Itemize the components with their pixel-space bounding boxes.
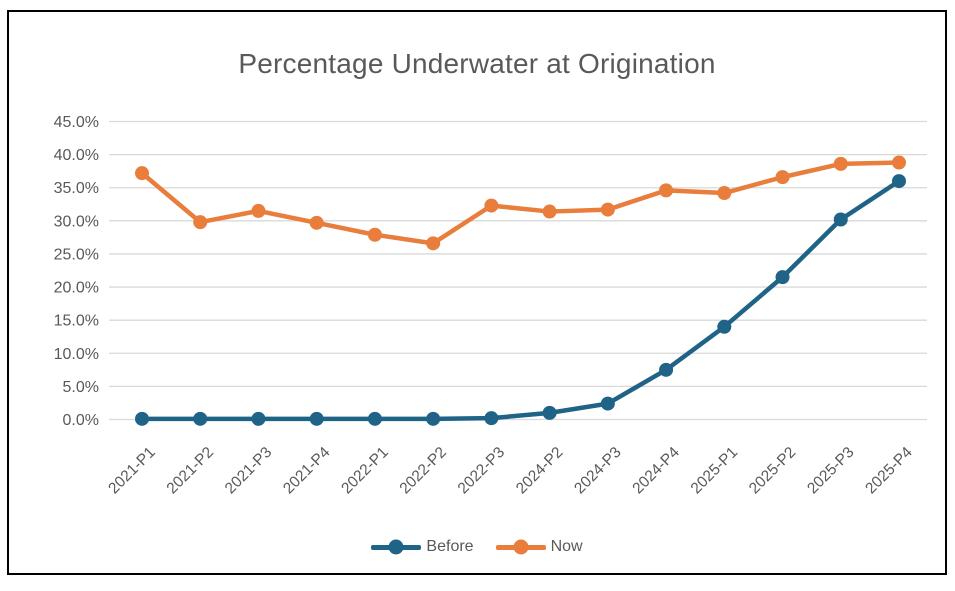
legend-label-before: Before: [426, 538, 474, 555]
data-point-now: [135, 166, 149, 181]
data-point-now: [251, 203, 266, 218]
y-axis-tick-label: 0.0%: [63, 412, 99, 429]
y-axis-tick-label: 35.0%: [54, 180, 99, 197]
data-point-now: [775, 170, 790, 185]
legend-item-before: Before: [371, 538, 474, 556]
x-axis-tick-label: 2025-P1: [688, 444, 741, 497]
x-axis-tick-label: 2024-P4: [629, 444, 683, 498]
chart-frame: Percentage Underwater at Origination 0.0…: [7, 10, 947, 575]
data-point-before: [484, 411, 499, 426]
data-point-now: [717, 186, 732, 201]
y-axis-tick-label: 10.0%: [54, 346, 99, 363]
data-point-before: [659, 362, 674, 377]
data-point-now: [193, 215, 208, 230]
x-axis-tick-label: 2022-P3: [455, 444, 508, 497]
series-line-before: [139, 178, 902, 422]
x-axis-tick-label: 2025-P2: [746, 444, 799, 497]
before-line-marker-icon: [371, 539, 422, 555]
legend-label-now: Now: [550, 538, 583, 555]
data-point-now: [367, 227, 382, 242]
data-point-now: [426, 236, 441, 251]
y-axis-tick-label: 30.0%: [54, 213, 99, 230]
y-axis-tick-label: 15.0%: [54, 313, 99, 330]
data-point-before: [193, 411, 208, 426]
y-axis-tick-label: 20.0%: [54, 280, 99, 297]
chart-legend: Before Now: [9, 538, 945, 556]
now-line-marker-icon: [495, 539, 546, 555]
now-dot-icon: [513, 539, 529, 555]
x-axis-tick-label: 2021-P4: [280, 444, 334, 498]
x-axis-tick-label: 2024-P2: [513, 444, 566, 497]
data-point-before: [775, 270, 790, 285]
before-dot-icon: [388, 539, 404, 555]
x-axis-tick-label: 2022-P1: [338, 444, 391, 497]
data-point-before: [833, 212, 848, 227]
data-point-now: [484, 198, 499, 213]
data-point-before: [717, 319, 732, 334]
data-point-before: [891, 174, 906, 189]
y-axis-tick-label: 25.0%: [54, 246, 99, 263]
data-point-now: [309, 215, 324, 230]
y-axis-tick-label: 5.0%: [63, 379, 99, 396]
data-point-now: [891, 155, 906, 170]
x-axis-tick-label: 2025-P3: [804, 444, 857, 497]
series-line-now: [139, 160, 902, 246]
y-axis-tick-label: 45.0%: [54, 114, 99, 131]
legend-item-now: Now: [495, 538, 583, 556]
x-axis-tick-label: 2024-P3: [571, 444, 624, 497]
data-point-before: [135, 411, 149, 426]
x-axis-tick-label: 2021-P3: [222, 444, 275, 497]
x-axis-tick-label: 2021-P2: [164, 444, 217, 497]
data-point-before: [600, 396, 615, 411]
chart-title: Percentage Underwater at Origination: [238, 48, 716, 79]
data-point-now: [600, 202, 615, 217]
data-point-before: [426, 411, 441, 426]
data-point-before: [251, 411, 266, 426]
data-point-before: [542, 405, 557, 420]
data-point-now: [659, 183, 674, 198]
line-chart-plot-area: 0.0% 5.0% 10.0% 15.0% 20.0% 25.0% 30.0% 35.0% 40…: [54, 114, 927, 498]
y-axis-tick-label: 40.0%: [54, 147, 99, 164]
data-point-before: [309, 411, 324, 426]
data-point-now: [542, 204, 557, 219]
data-point-now: [833, 156, 848, 171]
data-point-before: [367, 411, 382, 426]
x-axis-tick-label: 2022-P2: [397, 444, 450, 497]
x-axis-tick-label: 2021-P1: [105, 444, 158, 497]
x-axis-tick-label: 2025-P4: [862, 444, 916, 498]
